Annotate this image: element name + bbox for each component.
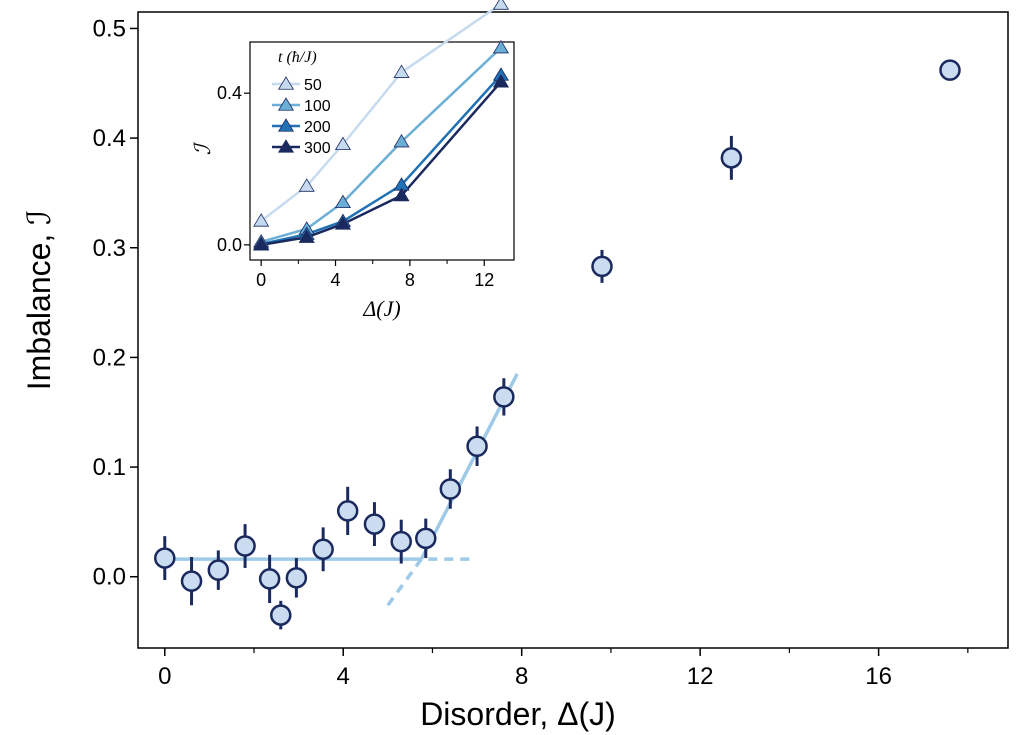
data-point [285,567,308,589]
y-tick-label: 0.2 [93,344,126,371]
legend-label-100: 100 [304,98,331,115]
y-tick-label: 0.5 [93,15,126,42]
y-tick-label: 0.0 [93,564,126,591]
inset-x-tick-label: 8 [405,270,415,290]
main-plot-frame [137,11,1009,649]
series-marker-100 [334,194,352,209]
data-point [258,568,281,590]
data-point [336,500,359,522]
inset-y-axis-title: ℐ [190,141,215,155]
inset-y-tick-label: 0.0 [217,235,242,255]
legend-marker-200 [277,118,295,132]
data-point [154,547,176,569]
legend-marker-100 [277,97,295,111]
inset-y-ticks: 0.0 0.4 [217,83,250,255]
inset-x-ticks: 0 4 8 12 [256,260,494,290]
inset-legend: t (ħ/J) 50 100 200 300 [272,49,331,157]
data-point [207,559,230,581]
fit-line-dashed [386,558,423,607]
data-point [493,386,515,408]
legend-label-50: 50 [304,77,322,94]
x-tick-label: 0 [158,663,171,690]
legend-title: t (ħ/J) [278,49,317,66]
y-axis-title: Imbalance, ℐ [21,210,57,390]
x-axis-ticks: 0 4 8 12 16 [158,648,969,690]
legend-marker-300 [277,139,295,153]
x-axis-title: Disorder, Δ(J) [420,696,616,732]
series-marker-50 [393,64,410,78]
inset-x-tick-label: 4 [331,270,341,290]
legend-marker-50 [277,76,295,90]
x-tick-label: 12 [687,663,714,690]
series-marker-300 [393,187,410,202]
inset-y-tick-label: 0.4 [217,83,242,103]
inset-x-tick-label: 12 [474,270,494,290]
data-points [154,59,961,630]
inset-series-markers [253,0,510,251]
legend-label-300: 300 [304,140,331,157]
data-point [415,527,437,550]
data-point [591,255,613,278]
data-point [234,535,256,557]
data-point [439,478,462,500]
series-marker-50 [253,213,270,227]
main-plot: 0 4 8 12 16 0.0 0.1 0.2 0.3 0.4 0.5 Disorder, Δ(J… [21,11,1009,732]
legend-label-200: 200 [304,119,331,136]
series-marker-50 [492,0,510,10]
series-marker-100 [393,133,410,148]
data-point [363,513,386,535]
data-point [390,530,412,553]
series-marker-300 [492,74,510,88]
inset-x-axis-title: Δ(J) [362,296,400,321]
series-marker-50 [334,136,352,151]
data-point [466,435,488,457]
y-axis-ticks: 0.0 0.1 0.2 0.3 0.4 0.5 [93,15,138,591]
data-point [180,570,203,592]
series-marker-300 [298,229,315,243]
inset-x-tick-label: 0 [256,270,266,290]
data-point [270,604,292,626]
data-point [312,538,334,561]
x-tick-label: 4 [337,663,350,690]
y-tick-label: 0.1 [93,454,126,481]
series-marker-300 [334,216,352,230]
y-tick-label: 0.4 [93,125,126,152]
series-marker-300 [253,237,270,251]
data-point [939,59,961,81]
series-marker-50 [298,178,315,192]
series-marker-100 [492,39,510,54]
inset-plot: 0 4 8 12 0.0 0.4 t (ħ/J) 50 100 200 300 Δ(J) ℐ [190,0,515,321]
y-tick-label: 0.3 [93,235,126,262]
data-point [720,147,743,169]
x-tick-label: 8 [515,663,528,690]
x-tick-label: 16 [865,663,892,690]
